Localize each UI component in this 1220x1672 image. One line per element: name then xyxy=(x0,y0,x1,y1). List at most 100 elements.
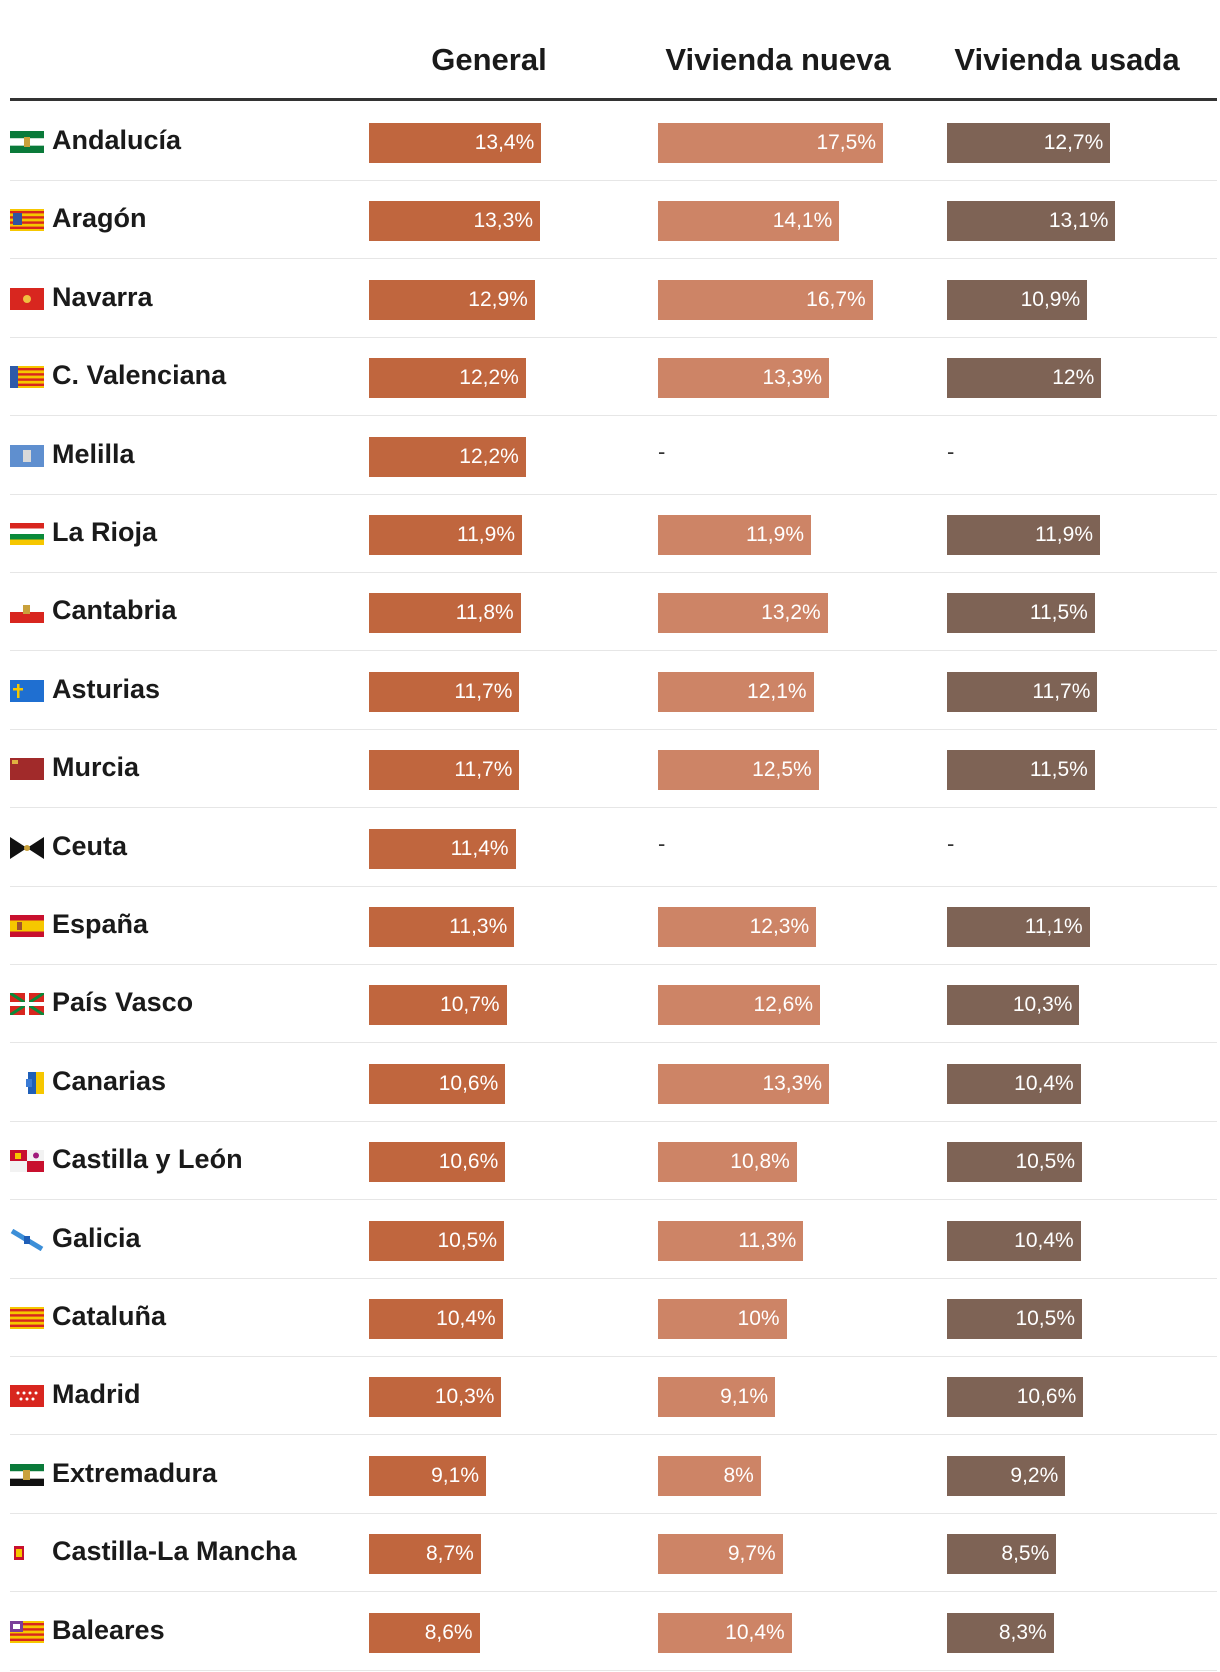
bar-value-label: 11,8% xyxy=(455,601,514,625)
bar-value-label: 9,2% xyxy=(1010,1463,1059,1487)
bar-general: 12,9% xyxy=(369,279,535,320)
table-row: Aragón 13,3% 14,1% 13,1% xyxy=(10,181,1217,260)
table-row: La Rioja 11,9% 11,9% 11,9% xyxy=(10,495,1217,573)
andalucia-flag-icon xyxy=(10,131,44,153)
bar-general: 10,5% xyxy=(369,1220,504,1261)
bar-value-label: 10,6% xyxy=(438,1071,499,1095)
pais-vasco-flag-icon xyxy=(10,993,44,1016)
cataluna-flag-icon xyxy=(10,1307,44,1329)
region-name: C. Valenciana xyxy=(52,360,227,391)
ceuta-flag-icon xyxy=(10,836,44,859)
bar-vivienda-nueva: 11,9% xyxy=(658,515,811,555)
bar-vivienda-usada: 10,6% xyxy=(947,1377,1084,1418)
bar-general: 10,3% xyxy=(369,1377,502,1418)
bar-value-label: 10,3% xyxy=(1012,993,1073,1017)
bar-vivienda-nueva: 10,8% xyxy=(658,1142,797,1183)
murcia-flag-icon xyxy=(10,758,44,781)
bar-general: 11,7% xyxy=(369,671,520,712)
bar-vivienda-nueva: 13,2% xyxy=(658,593,828,634)
region-name: Aragón xyxy=(52,203,147,234)
bar-vivienda-nueva: 12,6% xyxy=(658,985,820,1026)
bar-value-label: 11,7% xyxy=(1032,679,1091,703)
bar-vivienda-usada: 12% xyxy=(947,358,1102,399)
castilla-leon-flag-icon xyxy=(10,1150,44,1173)
bar-value-label: 11,3% xyxy=(449,915,508,938)
bar-value-label: 12,7% xyxy=(1043,131,1104,154)
bar-general: 12,2% xyxy=(369,358,526,399)
header-vivienda-nueva: Vivienda nueva xyxy=(665,42,891,77)
table-row: Castilla-La Mancha 8,7% 9,7% 8,5% xyxy=(10,1514,1217,1593)
bar-general: 10,6% xyxy=(369,1142,506,1183)
bar-general: 13,3% xyxy=(369,201,540,242)
bar-vivienda-nueva: 8% xyxy=(658,1455,761,1496)
bar-general: 11,4% xyxy=(369,828,516,869)
bar-vivienda-usada: 11,1% xyxy=(947,907,1090,947)
bar-value-label: 8,5% xyxy=(1001,1542,1050,1566)
bar-value-label: 12,1% xyxy=(747,679,807,703)
table-row: País Vasco 10,7% 12,6% 10,3% xyxy=(10,965,1217,1044)
bar-value-label: 9,1% xyxy=(431,1463,479,1487)
bar-value-label: 10,6% xyxy=(1016,1385,1077,1409)
bar-vivienda-usada: 11,5% xyxy=(947,750,1095,791)
region-name: Castilla y León xyxy=(52,1144,243,1175)
bar-value-label: 11,1% xyxy=(1024,915,1083,938)
table-row: Murcia 11,7% 12,5% 11,5% xyxy=(10,730,1217,809)
bar-value-label: 11,5% xyxy=(1029,758,1088,782)
baleares-flag-icon xyxy=(10,1620,44,1643)
region-name: La Rioja xyxy=(52,517,158,547)
bar-general: 9,1% xyxy=(369,1455,486,1496)
castilla-la-mancha-flag-icon xyxy=(10,1542,44,1565)
bar-value-label: 10% xyxy=(737,1307,780,1330)
bar-general: 11,7% xyxy=(369,750,520,791)
asturias-flag-icon xyxy=(10,679,44,702)
region-name: Canarias xyxy=(52,1065,167,1096)
bar-value-label: 10,4% xyxy=(1014,1071,1074,1095)
bar-value-label: 14,1% xyxy=(772,209,833,233)
bar-value-label: 16,7% xyxy=(806,287,866,311)
table-row: Castilla y León 10,6% 10,8% 10,5% xyxy=(10,1122,1217,1201)
cantabria-flag-icon xyxy=(10,601,44,624)
bar-general: 11,3% xyxy=(369,907,515,947)
bar-value-label: 8,3% xyxy=(998,1620,1047,1644)
bar-value-label: 13,3% xyxy=(473,209,533,233)
table-row: Cataluña 10,4% 10% 10,5% xyxy=(10,1279,1217,1357)
bar-vivienda-nueva: 12,1% xyxy=(658,671,814,712)
region-name: Navarra xyxy=(52,281,153,312)
bar-general: 11,9% xyxy=(369,515,522,555)
table-row: Asturias 11,7% 12,1% 11,7% xyxy=(10,652,1217,730)
region-name: Extremadura xyxy=(52,1457,218,1488)
bar-general: 10,4% xyxy=(369,1299,503,1339)
bar-vivienda-usada: 10,9% xyxy=(947,279,1088,320)
madrid-flag-icon xyxy=(10,1385,44,1408)
table-row: C. Valenciana 12,2% 13,3% 12% xyxy=(10,338,1217,417)
bar-value-label: 9,1% xyxy=(720,1385,768,1409)
bar-vivienda-nueva: 10,4% xyxy=(658,1612,792,1653)
table-row: Galicia 10,5% 11,3% 10,4% xyxy=(10,1201,1217,1279)
table-row: Navarra 12,9% 16,7% 10,9% xyxy=(10,260,1217,338)
region-name: Cataluña xyxy=(52,1301,167,1331)
bar-vivienda-usada: 10,4% xyxy=(947,1220,1081,1261)
bar-value-label: 10,9% xyxy=(1020,287,1081,311)
bar-general: 12,2% xyxy=(369,436,526,477)
bar-value-label: 10,4% xyxy=(725,1620,785,1644)
region-name: Andalucía xyxy=(52,125,182,155)
header-vivienda-usada: Vivienda usada xyxy=(954,42,1180,77)
bar-vivienda-usada: 13,1% xyxy=(947,201,1116,242)
header-general: General xyxy=(431,42,547,77)
region-name: Asturias xyxy=(52,673,161,704)
bar-vivienda-nueva: 14,1% xyxy=(658,201,840,242)
region-name: Cantabria xyxy=(52,595,177,626)
bar-value-label: 10,5% xyxy=(437,1228,497,1252)
bar-vivienda-usada: 8,5% xyxy=(947,1534,1057,1575)
bar-vivienda-nueva: 17,5% xyxy=(658,123,883,163)
bar-value-label: 10,4% xyxy=(1014,1228,1074,1252)
table-row: España 11,3% 12,3% 11,1% xyxy=(10,887,1217,965)
table-row: Ceuta 11,4% - - xyxy=(10,809,1217,887)
bar-value-label: 12,9% xyxy=(468,287,528,311)
bar-value-label: 10,3% xyxy=(434,1385,495,1409)
bar-value-label: 11,9% xyxy=(457,523,515,546)
bar-value-label: 10,6% xyxy=(438,1150,499,1174)
aragon-flag-icon xyxy=(10,209,44,232)
bar-value-label: 10,5% xyxy=(1015,1307,1075,1330)
